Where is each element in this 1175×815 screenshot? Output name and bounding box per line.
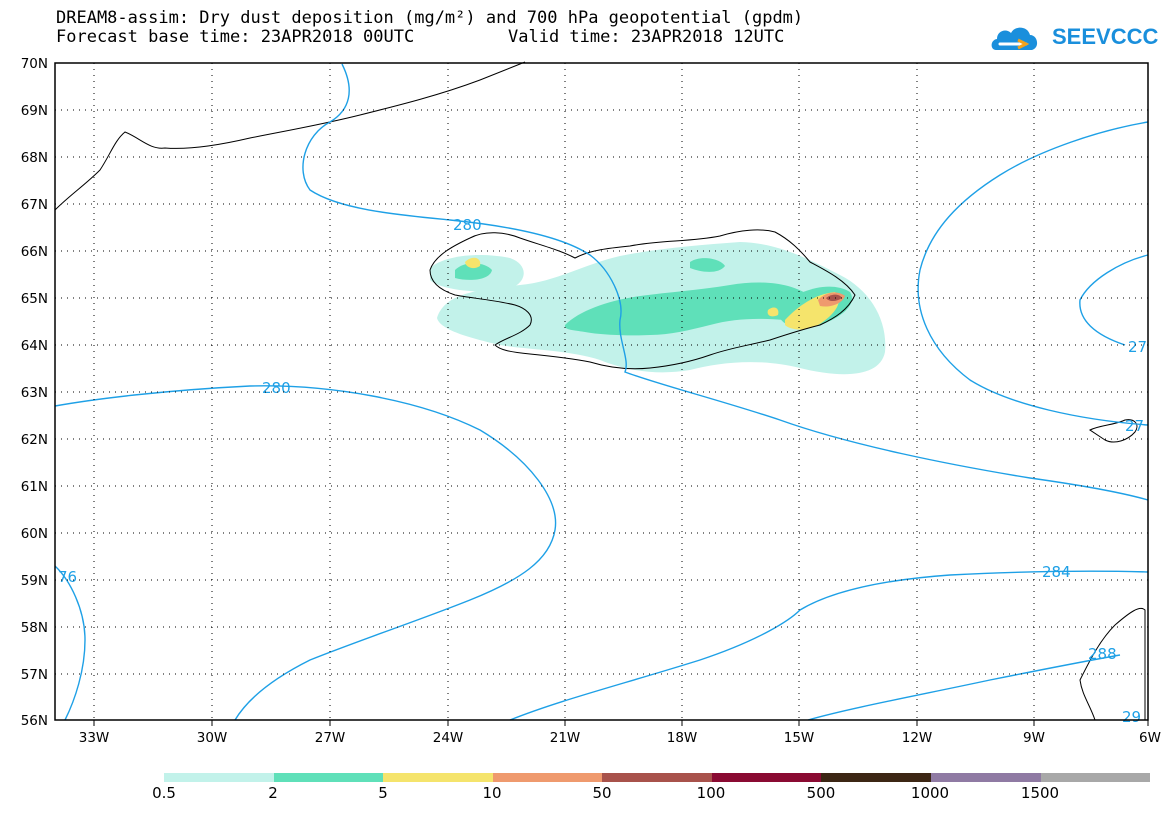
lat-label: 59N [21, 573, 48, 589]
contour-label: 29 [1122, 708, 1141, 726]
map-frame [54, 62, 1149, 721]
lat-label: 67N [21, 197, 48, 213]
colorbar-label: 50 [592, 784, 612, 802]
gridlines [55, 63, 1148, 720]
geopotential-contours [54, 63, 1149, 721]
colorbar [164, 773, 1151, 782]
colorbar-label: 1500 [1020, 784, 1060, 802]
lat-label: 58N [21, 620, 48, 636]
colorbar-label: 100 [696, 784, 726, 802]
lat-label: 62N [21, 432, 48, 448]
colorbar-swatch [711, 773, 822, 782]
lon-label: 15W [784, 730, 815, 746]
lat-label: 66N [21, 244, 48, 260]
map-title: DREAM8-assim: Dry dust deposition (mg/m²… [56, 8, 804, 28]
lat-label: 61N [21, 479, 48, 495]
colorbar-swatch [602, 773, 712, 782]
lon-label: 21W [550, 730, 581, 746]
colorbar-label: 500 [806, 784, 836, 802]
lat-label: 65N [21, 291, 48, 307]
lat-label: 56N [21, 713, 48, 729]
coastlines [54, 61, 1146, 721]
contour-label: 280 [453, 216, 482, 234]
colorbar-swatch [383, 773, 493, 782]
tick-marks [93, 720, 1149, 726]
lat-label: 63N [21, 385, 48, 401]
contour-label: 27 [1128, 338, 1147, 356]
colorbar-label: 2 [268, 784, 278, 802]
lon-label: 27W [315, 730, 346, 746]
lon-label: 12W [902, 730, 933, 746]
cloud-icon [991, 27, 1038, 50]
lon-label: 30W [197, 730, 228, 746]
logo-text: SEEVCCC [1052, 24, 1159, 49]
colorbar-swatch [1040, 773, 1151, 782]
contour-label: 280 [262, 379, 291, 397]
colorbar-label: 0.5 [152, 784, 176, 802]
colorbar-swatch [273, 773, 384, 782]
lon-label: 24W [433, 730, 464, 746]
lat-label: 69N [21, 103, 48, 119]
colorbar-label: 1000 [910, 784, 950, 802]
lat-label: 60N [21, 526, 48, 542]
base-time: Forecast base time: 23APR2018 00UTC [56, 27, 415, 47]
lon-label: 9W [1023, 730, 1045, 746]
contour-label: 288 [1088, 645, 1117, 663]
lat-label: 70N [21, 56, 48, 72]
valid-time: Valid time: 23APR2018 12UTC [508, 27, 785, 47]
colorbar-swatch [492, 773, 603, 782]
contour-labels: 280 280 284 76 27 27 288 29 [58, 216, 1147, 726]
lon-label: 6W [1139, 730, 1161, 746]
lat-label: 68N [21, 150, 48, 166]
longitude-labels: 33W 30W 27W 24W 21W 18W 15W 12W 9W 6W [79, 730, 1161, 746]
lat-label: 64N [21, 338, 48, 354]
colorbar-swatch [930, 773, 1041, 782]
map-subtitle: Forecast base time: 23APR2018 00UTC Valid… [56, 27, 784, 47]
contour-label: 284 [1042, 563, 1071, 581]
colorbar-swatch [821, 773, 931, 782]
contour-label: 76 [58, 568, 77, 586]
colorbar-label: 5 [378, 784, 388, 802]
lon-label: 18W [667, 730, 698, 746]
lat-label: 57N [21, 667, 48, 683]
lon-label: 33W [79, 730, 110, 746]
latitude-labels: 70N 69N 68N 67N 66N 65N 64N 63N 62N 61N … [21, 56, 48, 729]
colorbar-swatch [164, 773, 274, 782]
contour-label: 27 [1125, 417, 1144, 435]
dust-shading [430, 242, 886, 375]
colorbar-label: 10 [482, 784, 502, 802]
